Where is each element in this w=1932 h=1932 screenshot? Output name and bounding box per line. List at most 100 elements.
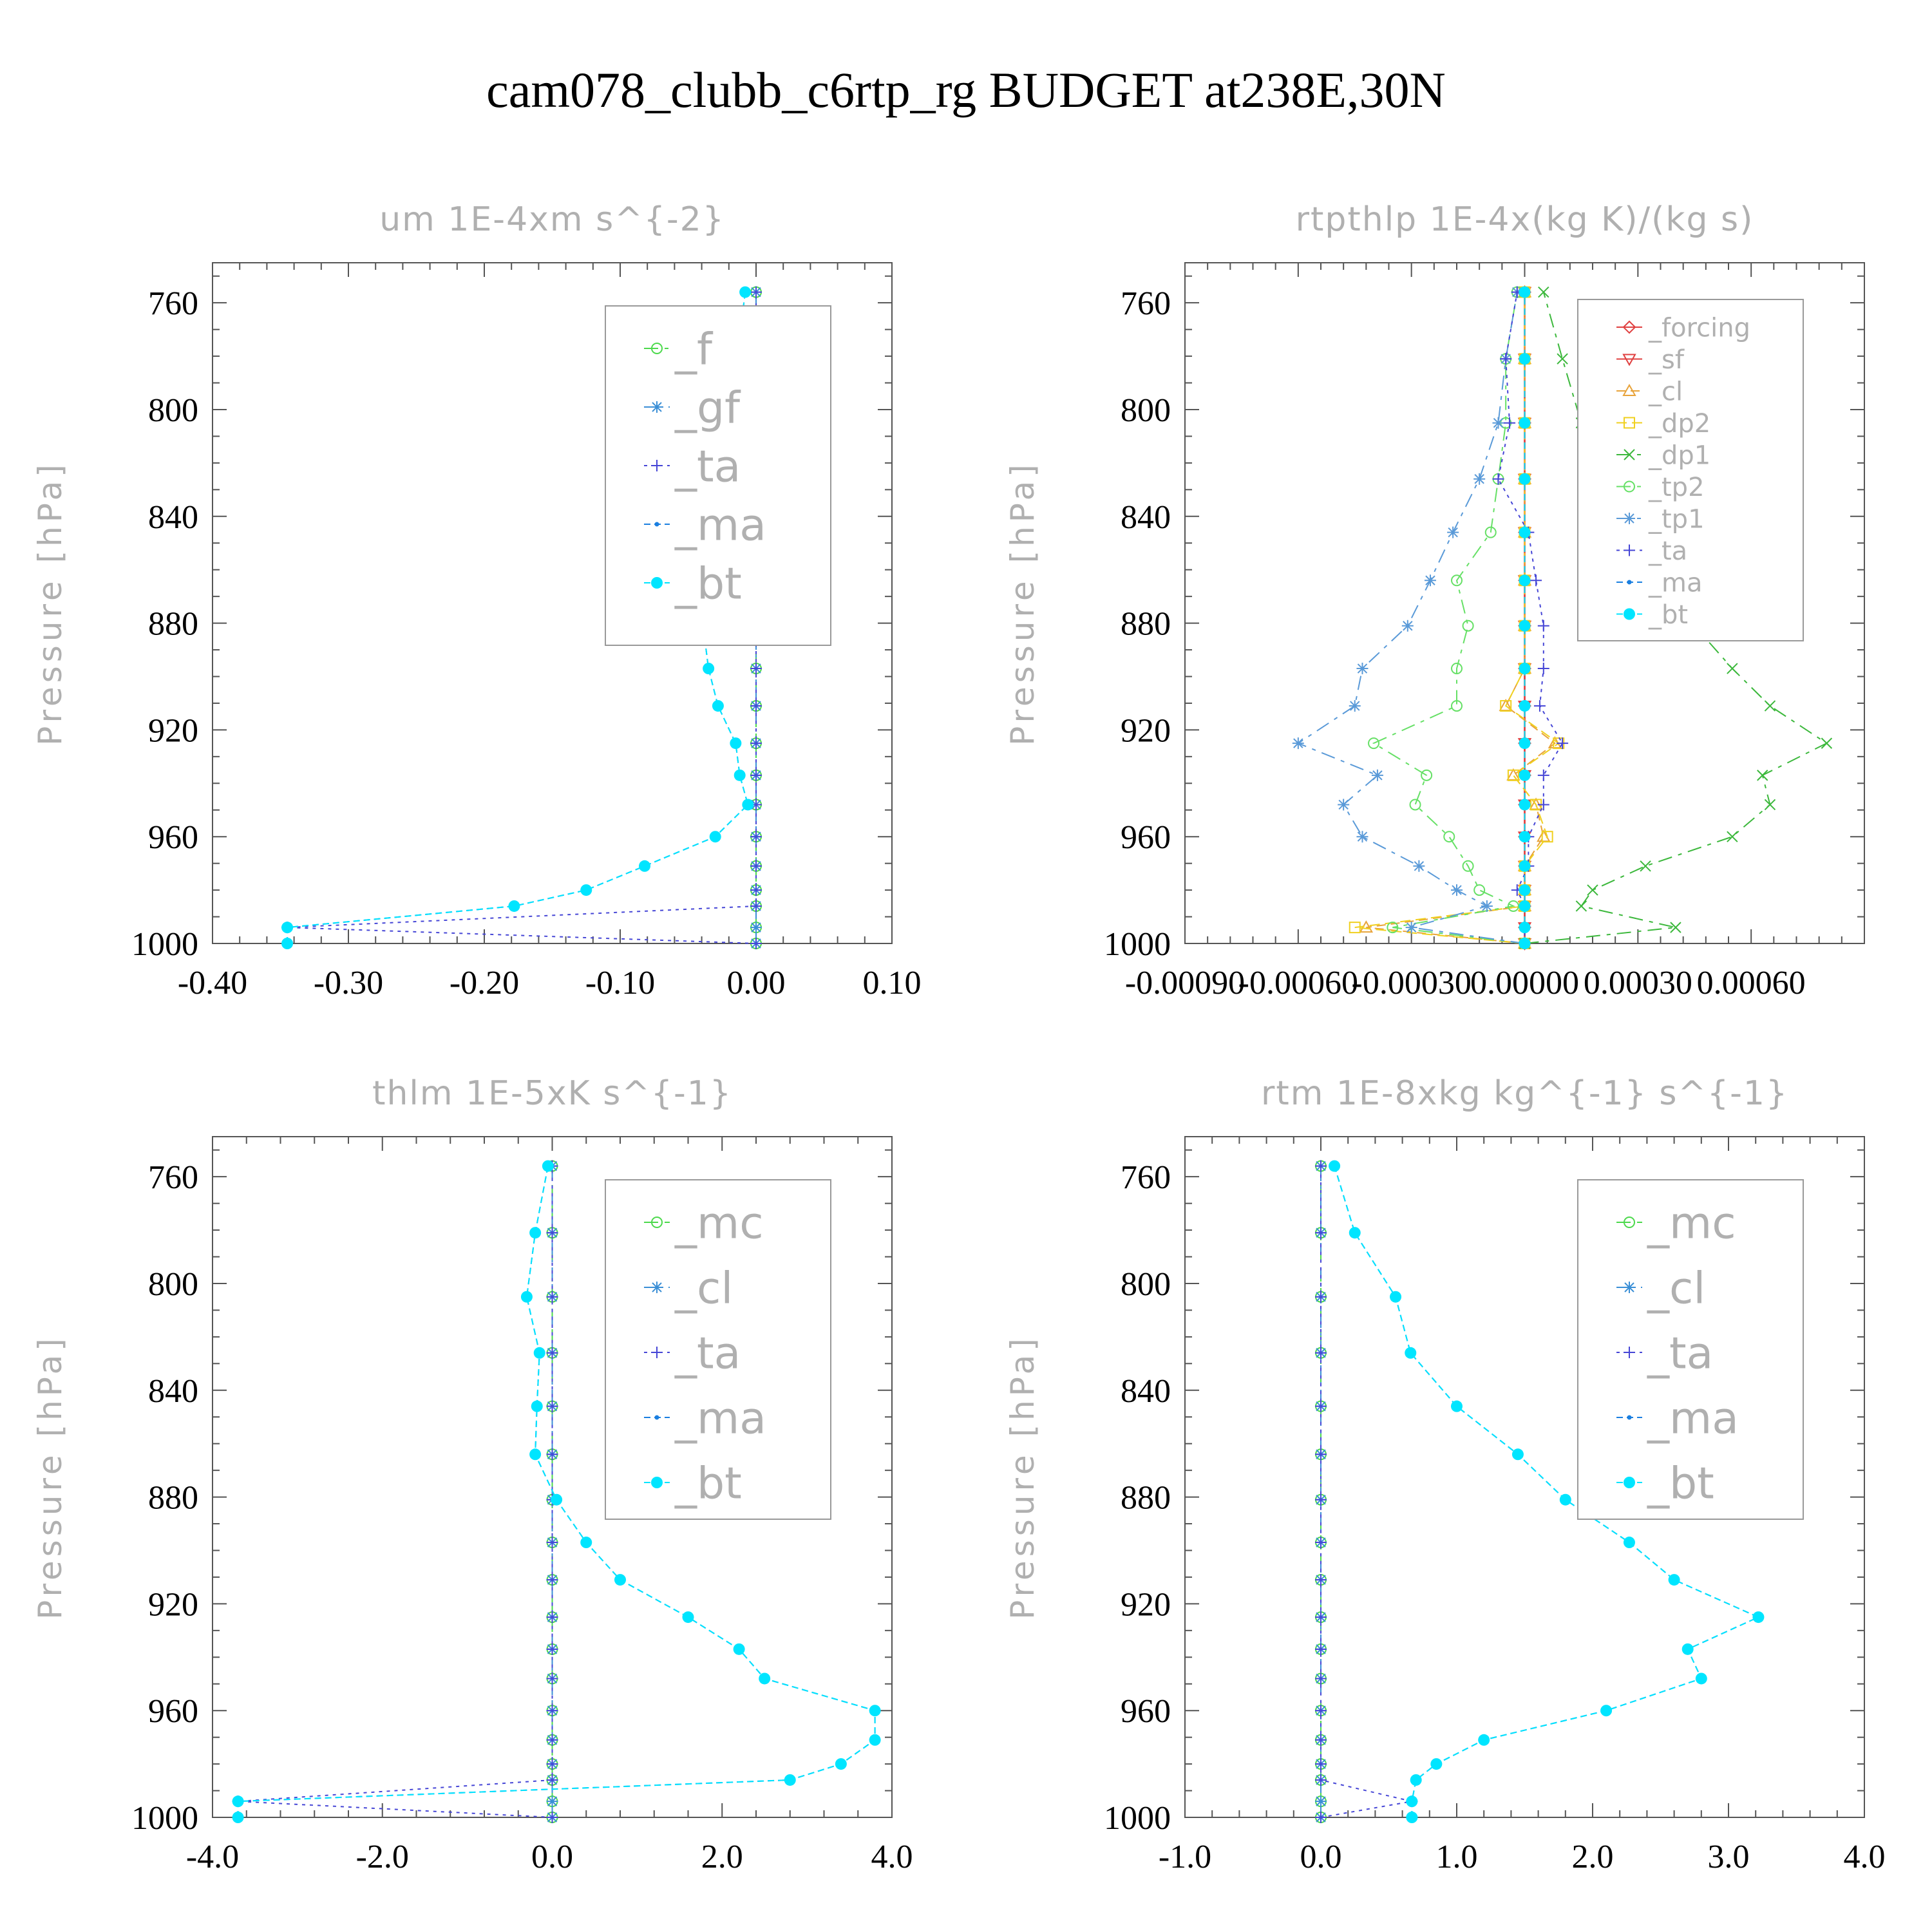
data-point <box>1315 1672 1327 1685</box>
y-tick-label: 760 <box>1121 285 1171 322</box>
legend-label: _bt <box>1648 600 1688 630</box>
series-ta <box>232 1160 558 1823</box>
data-point <box>1557 737 1569 750</box>
data-point <box>533 1347 545 1359</box>
data-point <box>520 1291 533 1303</box>
data-point <box>1640 860 1651 872</box>
data-point <box>1519 353 1531 365</box>
y-tick-label: 760 <box>148 1159 198 1196</box>
y-tick-label: 760 <box>148 285 198 322</box>
data-point <box>1519 799 1531 811</box>
series-bt <box>232 1160 881 1823</box>
data-point <box>1478 1734 1490 1746</box>
data-point <box>1519 737 1531 750</box>
legend-marker <box>1622 354 1636 366</box>
y-axis-label: Pressure [hPa] <box>32 460 69 746</box>
data-point <box>1681 1643 1694 1655</box>
data-point <box>1623 1537 1635 1549</box>
legend-label: _cl <box>1648 377 1683 406</box>
y-tick-label: 880 <box>148 1480 198 1517</box>
data-point <box>1519 900 1531 912</box>
y-tick-label: 880 <box>1121 606 1171 643</box>
x-tick-label: 0.00000 <box>1470 965 1579 1001</box>
series-line <box>1372 292 1525 944</box>
subplot-title: rtm 1E-8xkg kg^{-1} s^{-1} <box>1261 1074 1788 1113</box>
data-point <box>1406 1812 1418 1823</box>
data-point <box>1519 574 1531 587</box>
data-point <box>546 1227 558 1239</box>
plot-frame <box>212 262 893 944</box>
data-point <box>546 1758 558 1770</box>
y-tick-label: 880 <box>148 606 198 643</box>
data-point <box>1315 1574 1327 1586</box>
x-tick-label: -0.00030 <box>1352 965 1472 1001</box>
series-line <box>1320 1166 1412 1818</box>
data-point <box>1462 620 1474 632</box>
data-point <box>759 1672 771 1685</box>
legend-label: _ma <box>674 1393 766 1444</box>
data-point <box>1537 769 1549 781</box>
data-point <box>734 769 746 781</box>
data-point <box>1507 900 1519 912</box>
x-tick-label: 2.0 <box>701 1839 743 1875</box>
x-tick-label: -1.0 <box>1159 1839 1211 1875</box>
legend-marker <box>1622 320 1636 334</box>
y-tick-label: 920 <box>1121 1586 1171 1623</box>
data-point <box>281 922 294 934</box>
legend-marker <box>1622 383 1636 396</box>
legend-label: _ta <box>1647 1328 1713 1379</box>
legend: _mc _cl _ta _ma _bt <box>605 1179 831 1520</box>
legend-label: _gf <box>674 383 741 433</box>
data-point <box>784 1774 796 1786</box>
y-axis-label: Pressure [hPa] <box>1004 460 1041 746</box>
subplot-title: rtpthlp 1E-4x(kg K)/(kg s) <box>1296 200 1754 239</box>
data-point <box>1519 860 1531 872</box>
legend-label: _ma <box>674 500 766 551</box>
legend-marker <box>1624 449 1635 460</box>
x-tick-label: -0.00060 <box>1238 965 1358 1001</box>
data-point <box>1315 1291 1327 1303</box>
series-line <box>1497 292 1564 943</box>
data-point <box>1413 860 1425 872</box>
subplot-title: thlm 1E-5xK s^{-1} <box>372 1074 732 1113</box>
data-point <box>546 1611 558 1624</box>
data-point <box>546 1812 558 1823</box>
data-point <box>1600 1705 1613 1717</box>
x-tick-label: 0.0 <box>1300 1839 1342 1875</box>
figure-title: cam078_clubb_c6rtp_rg BUDGET at238E,30N <box>486 62 1446 118</box>
data-point <box>1541 831 1553 843</box>
y-axis-label: Pressure [hPa] <box>1004 1334 1041 1620</box>
data-point <box>869 1734 881 1746</box>
legend-label: _tp1 <box>1648 504 1705 534</box>
legend-label: _tp2 <box>1648 473 1705 502</box>
data-point <box>1537 620 1549 632</box>
data-point <box>1329 1160 1341 1172</box>
data-point <box>733 1643 745 1655</box>
data-point <box>1315 1227 1327 1239</box>
legend-label: _bt <box>674 558 742 609</box>
data-point <box>1670 922 1681 933</box>
data-point <box>1462 860 1474 872</box>
legend-label: _sf <box>1648 345 1685 375</box>
data-point <box>1757 770 1768 781</box>
panel-thlm: thlm 1E-5xK s^{-1} Pressure [hPa] 760 800 84… <box>32 1074 913 1875</box>
series-line <box>1296 292 1525 944</box>
plot-frame <box>1184 1136 1865 1818</box>
y-tick-label: 1000 <box>1104 926 1171 963</box>
series-line <box>238 1166 553 1818</box>
y-tick-label: 920 <box>1121 712 1171 749</box>
series-tp2 <box>1368 286 1531 949</box>
data-point <box>1559 1493 1571 1506</box>
legend-label: _ta <box>674 441 741 492</box>
legend-marker <box>1627 580 1632 585</box>
panel-um: um 1E-4xm s^{-2} Pressure [hPa] 760 800 840 8… <box>32 200 922 1001</box>
series-tp1 <box>1292 286 1531 949</box>
data-point <box>739 286 752 298</box>
data-point <box>750 700 762 712</box>
data-point <box>750 737 762 750</box>
data-point <box>1519 769 1531 781</box>
legend-marker <box>651 401 663 413</box>
series-line <box>1354 292 1560 944</box>
data-point <box>1424 574 1436 587</box>
